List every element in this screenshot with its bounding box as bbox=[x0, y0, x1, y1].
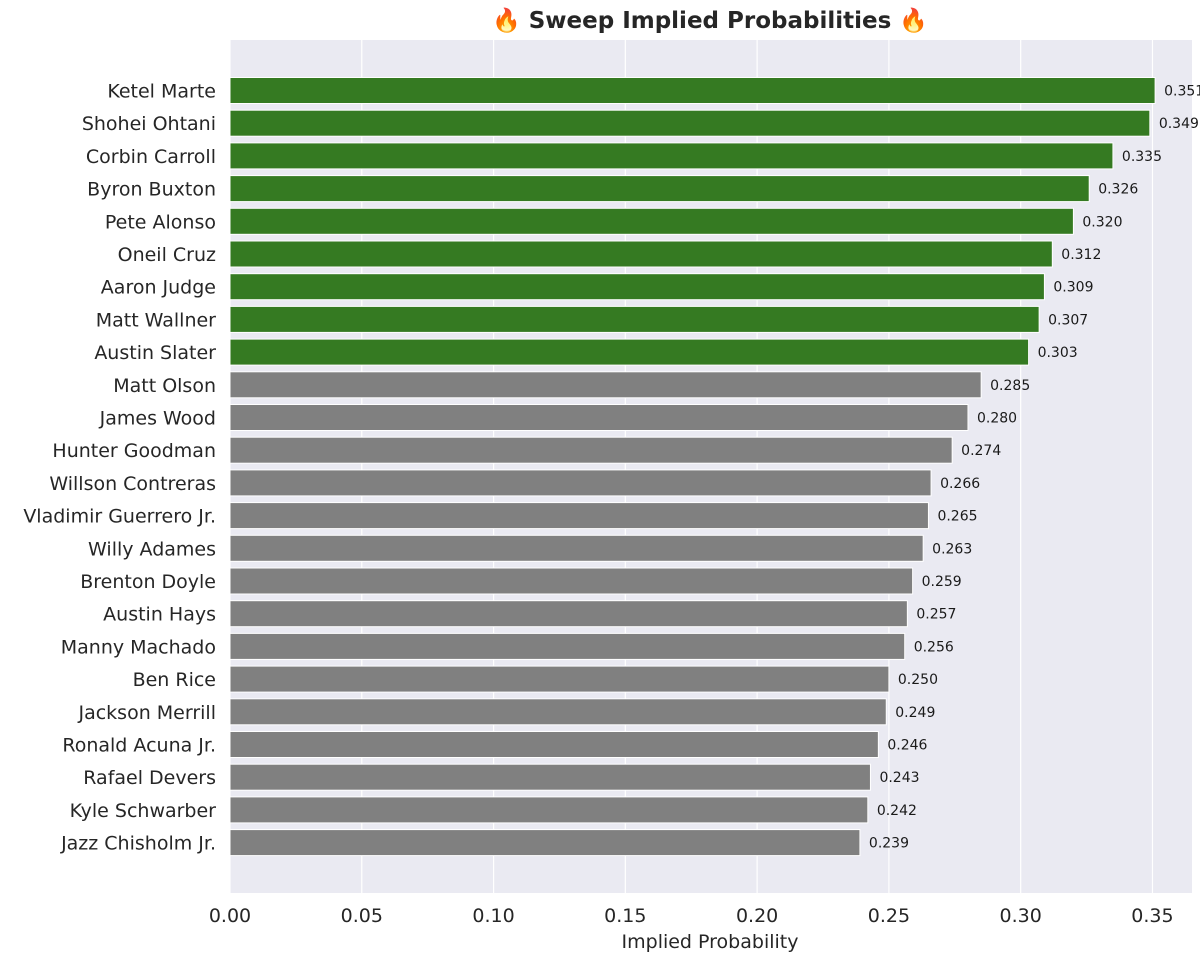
y-tick-label: Ketel Marte bbox=[107, 81, 216, 103]
bar bbox=[229, 534, 924, 562]
bar bbox=[229, 796, 869, 824]
y-tick-label: Matt Olson bbox=[113, 375, 216, 397]
chart-title: 🔥 Sweep Implied Probabilities 🔥 bbox=[492, 7, 928, 34]
bar-value-label: 0.285 bbox=[990, 378, 1030, 394]
x-axis-title: Implied Probability bbox=[622, 931, 799, 953]
bar bbox=[229, 305, 1040, 333]
x-tick-label: 0.15 bbox=[604, 905, 646, 927]
bar bbox=[229, 142, 1114, 170]
bar-value-label: 0.320 bbox=[1082, 214, 1122, 230]
y-tick-labels: Ketel Marte Shohei Ohtani Corbin Carroll By… bbox=[23, 81, 216, 855]
bar-value-label: 0.307 bbox=[1048, 312, 1088, 328]
bar bbox=[229, 665, 890, 693]
y-tick-label: Corbin Carroll bbox=[86, 146, 216, 168]
y-tick-label: Willy Adames bbox=[88, 538, 216, 560]
y-tick-label: Matt Wallner bbox=[96, 309, 216, 331]
bar-value-label: 0.303 bbox=[1038, 345, 1078, 361]
bar bbox=[229, 77, 1156, 104]
y-tick-label: Byron Buxton bbox=[87, 179, 216, 201]
bar bbox=[229, 240, 1053, 268]
y-tick-label: Vladimir Guerrero Jr. bbox=[23, 506, 216, 528]
bar-value-label: 0.326 bbox=[1098, 182, 1138, 198]
bar bbox=[229, 273, 1045, 301]
x-tick-labels: 0.00 0.05 0.10 0.15 0.20 0.25 0.30 0.35 bbox=[209, 905, 1174, 927]
bar bbox=[229, 567, 914, 595]
bar bbox=[229, 175, 1090, 203]
bar-value-label: 0.351 bbox=[1164, 84, 1200, 100]
bar-value-label: 0.249 bbox=[895, 705, 935, 721]
y-tick-label: Ronald Acuna Jr. bbox=[62, 735, 216, 757]
x-tick-label: 0.25 bbox=[868, 905, 910, 927]
bar-value-label: 0.265 bbox=[937, 509, 977, 525]
bar bbox=[229, 632, 906, 660]
y-tick-label: Jackson Merrill bbox=[77, 702, 216, 724]
bar-value-label: 0.242 bbox=[877, 803, 917, 819]
bar-value-label: 0.309 bbox=[1053, 280, 1093, 296]
y-tick-label: Brenton Doyle bbox=[80, 571, 216, 593]
y-tick-label: Austin Slater bbox=[94, 342, 216, 364]
bar-value-label: 0.335 bbox=[1122, 149, 1162, 165]
bar bbox=[229, 600, 908, 628]
bar-value-label: 0.246 bbox=[887, 738, 927, 754]
bar bbox=[229, 436, 953, 464]
bar-value-label: 0.266 bbox=[940, 476, 980, 492]
bar-value-label: 0.243 bbox=[879, 770, 919, 786]
bar-value-label: 0.274 bbox=[961, 443, 1001, 459]
y-tick-label: Rafael Devers bbox=[83, 767, 216, 789]
bar-value-label: 0.257 bbox=[916, 607, 956, 623]
x-tick-label: 0.10 bbox=[472, 905, 514, 927]
bar-value-label: 0.280 bbox=[977, 411, 1017, 427]
y-tick-label: Oneil Cruz bbox=[118, 244, 216, 266]
bar-value-label: 0.263 bbox=[932, 541, 972, 557]
bar bbox=[229, 502, 929, 530]
bar-value-label: 0.250 bbox=[898, 672, 938, 688]
bar bbox=[229, 829, 861, 857]
y-tick-label: Ben Rice bbox=[133, 669, 216, 691]
y-tick-label: James Wood bbox=[99, 408, 216, 430]
bar bbox=[229, 207, 1074, 235]
x-tick-label: 0.00 bbox=[209, 905, 251, 927]
x-tick-label: 0.20 bbox=[736, 905, 778, 927]
bar-value-labels: 0.351 0.349 0.335 0.326 0.320 0.312 0.309 0.307… bbox=[869, 84, 1200, 852]
x-tick-label: 0.05 bbox=[341, 905, 383, 927]
y-tick-label: Willson Contreras bbox=[49, 473, 216, 495]
y-tick-label: Kyle Schwarber bbox=[70, 800, 217, 822]
y-tick-label: Hunter Goodman bbox=[52, 440, 216, 462]
y-tick-label: Manny Machado bbox=[61, 636, 216, 658]
x-tick-label: 0.30 bbox=[1000, 905, 1042, 927]
bar bbox=[229, 698, 887, 726]
bar bbox=[229, 404, 969, 431]
y-tick-label: Aaron Judge bbox=[101, 277, 216, 299]
y-tick-label: Shohei Ohtani bbox=[82, 113, 216, 135]
bar-value-label: 0.312 bbox=[1061, 247, 1101, 263]
bar bbox=[229, 731, 879, 758]
bar-value-label: 0.349 bbox=[1159, 116, 1199, 132]
y-tick-label: Austin Hays bbox=[103, 604, 216, 626]
y-tick-label: Jazz Chisholm Jr. bbox=[60, 833, 216, 855]
bar bbox=[229, 763, 871, 791]
bar bbox=[229, 338, 1030, 366]
y-tick-label: Pete Alonso bbox=[105, 211, 216, 233]
x-tick-label: 0.35 bbox=[1131, 905, 1173, 927]
bar bbox=[229, 371, 982, 399]
bar bbox=[229, 109, 1151, 137]
bar bbox=[229, 469, 932, 497]
bar-value-label: 0.259 bbox=[922, 574, 962, 590]
bars bbox=[229, 77, 1156, 857]
bar-value-label: 0.256 bbox=[914, 639, 954, 655]
bar-value-label: 0.239 bbox=[869, 836, 909, 852]
